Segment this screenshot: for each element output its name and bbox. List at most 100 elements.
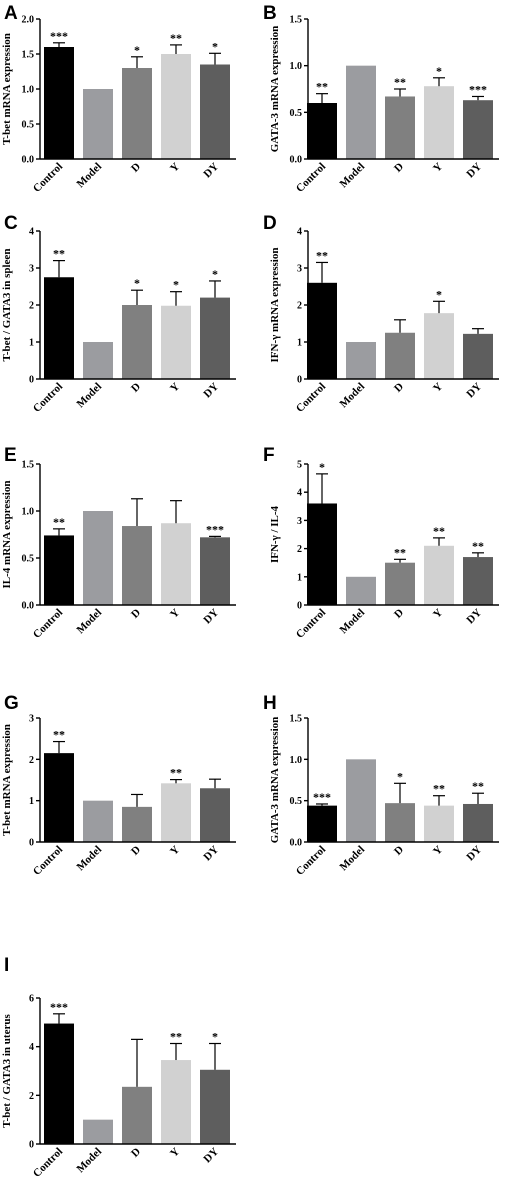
panel-a-bar-dy <box>200 64 230 159</box>
panel-h-chart: H GATA-3 mRNA expression 0.00.51.01.5***C… <box>263 693 499 878</box>
panel-label-e: E <box>4 445 17 466</box>
panel-c-y-axis-label: T-bet / GATA3 in spleen <box>1 249 13 362</box>
panel-h-y-tick-label: 0.0 <box>290 838 303 849</box>
panel-c-y-tick-label: 3 <box>29 264 34 275</box>
panel-h-significance-y: ** <box>433 782 445 796</box>
panel-i-y-tick-label: 2 <box>29 1091 34 1102</box>
panel-i-y-tick-label: 4 <box>29 1042 34 1053</box>
panel-e-bar-d <box>122 526 152 605</box>
panel-b-y-tick-label: 0.5 <box>290 108 303 119</box>
panel-a-significance-y: ** <box>170 31 182 45</box>
panel-e-y-tick-label: 0.0 <box>22 601 35 612</box>
panel-c-y-tick-label: 2 <box>29 301 34 312</box>
panel-f-category-label-control: Control <box>294 607 328 641</box>
panel-g-bar-model <box>83 800 113 842</box>
panel-i-category-label-d: D <box>129 1146 143 1160</box>
panel-f-y-tick-label: 0 <box>297 601 302 612</box>
panel-b-y-tick-label: 1.5 <box>290 15 303 26</box>
panel-a-significance-d: * <box>134 43 140 57</box>
panel-i-bar-control <box>44 1023 74 1144</box>
panel-c-bar-control <box>44 277 74 379</box>
panel-i-category-label-model: Model <box>74 1146 104 1176</box>
panel-g-bar-y <box>161 783 191 842</box>
panel-b-significance-dy: *** <box>469 82 487 96</box>
panel-b-category-label-d: D <box>392 161 406 175</box>
panel-f-bar-model <box>346 576 376 605</box>
panel-e-category-label-model: Model <box>74 607 104 637</box>
panel-f-significance-control: * <box>319 460 325 474</box>
panel-i-category-label-control: Control <box>31 1146 65 1180</box>
panel-d-bar-control <box>307 282 337 379</box>
panel-label-b: B <box>263 3 277 24</box>
panel-e-bar-dy <box>200 537 230 605</box>
panel-b-y-tick-label: 1.0 <box>290 61 303 72</box>
panel-f-significance-dy: ** <box>472 539 484 553</box>
panel-h-category-label-model: Model <box>337 844 367 874</box>
panel-e-category-label-y: Y <box>168 607 182 621</box>
panel-h-y-tick-label: 0.5 <box>290 796 303 807</box>
panel-f-bar-d <box>385 562 415 605</box>
panel-d-significance-control: ** <box>316 248 328 262</box>
panel-a-category-label-y: Y <box>168 161 182 175</box>
panel-h-bar-dy <box>463 803 493 842</box>
panel-f-category-label-d: D <box>392 607 406 621</box>
panel-g-significance-control: ** <box>53 728 65 742</box>
panel-a-chart: A T-bet mRNA expression0.00.51.01.52.0**… <box>1 3 236 195</box>
panel-b-category-label-model: Model <box>337 161 367 191</box>
panel-g-category-label-model: Model <box>74 844 104 874</box>
panel-a-y-tick-label: 0.0 <box>22 155 35 166</box>
panel-h-significance-dy: ** <box>472 779 484 793</box>
panel-h: H GATA-3 mRNA expression 0.0 0.5 1.0 1.5 *** C… <box>263 690 526 910</box>
panel-h-category-label-control: Control <box>294 844 328 878</box>
panel-c-category-label-d: D <box>129 381 143 395</box>
panel-a-y-tick-label: 2.0 <box>22 15 35 26</box>
panel-c-significance-control: ** <box>53 247 65 261</box>
panel-g-chart: G T-bet mRNA expression 0 1 2 3 ** Control Mode… <box>1 693 236 878</box>
panel-d-y-tick-label: 4 <box>297 227 302 238</box>
panel-b-bar-d <box>385 96 415 159</box>
panel-e-y-tick-label: 0.5 <box>22 554 35 565</box>
panel-a-category-label-model: Model <box>74 161 104 191</box>
panel-a-bar-d <box>122 68 152 159</box>
panel-a-category-label-d: D <box>129 161 143 175</box>
panel-c-category-label-y: Y <box>168 381 182 395</box>
panel-i-y-tick-label: 6 <box>29 994 34 1005</box>
panel-f-category-label-y: Y <box>431 607 445 621</box>
panel-c-bar-model <box>83 342 113 379</box>
panel-label-i: I <box>4 955 9 976</box>
panel-e-chart: E IL-4 mRNA expression 0.0 0.5 1.0 1.5 ** Cont… <box>1 445 236 641</box>
panel-a: A T-bet mRNA expression 0.0 0.5 1.0 1.5 2.0 **… <box>0 0 263 220</box>
panel-d-y-tick-label: 0 <box>297 375 302 386</box>
panel-d-bar-dy <box>463 333 493 379</box>
panel-d-y-tick-label: 1 <box>297 338 302 349</box>
panel-f-significance-y: ** <box>433 524 445 538</box>
panel-g: G T-bet mRNA expression 0 1 2 3 ** Control Mode… <box>0 690 263 910</box>
panel-c: C T-bet / GATA3 in spleen 0 1 2 3 4 ** Control M… <box>0 210 263 430</box>
panel-f-y-axis-label: IFN-γ / IL-4 <box>269 505 281 563</box>
panel-f-y-tick-label: 4 <box>297 488 302 499</box>
panel-f-bar-y <box>424 545 454 605</box>
panel-i: I T-bet / GATA3 in uterus 0 2 4 6 *** Control M… <box>0 952 263 1180</box>
panel-i-bar-dy <box>200 1069 230 1144</box>
panel-g-y-tick-label: 3 <box>29 714 34 725</box>
panel-g-category-label-control: Control <box>31 844 65 878</box>
panel-b: B GATA-3 mRNA expression 0.0 0.5 1.0 1.5 ** Co… <box>263 0 526 220</box>
panel-i-significance-control: *** <box>50 1000 68 1014</box>
panel-a-y-tick-label: 1.0 <box>22 85 35 96</box>
panel-c-y-tick-label: 4 <box>29 227 34 238</box>
panel-label-h: H <box>263 693 277 714</box>
panel-d-chart: D IFN-γ mRNA expression 0 1 2 3 4 ** Control Mod… <box>263 213 499 415</box>
panel-g-category-label-d: D <box>129 844 143 858</box>
panel-h-category-label-d: D <box>392 844 406 858</box>
panel-c-y-tick-label: 1 <box>29 338 34 349</box>
panel-a-category-label-control: Control <box>31 161 65 195</box>
panel-c-significance-y: * <box>173 278 179 292</box>
panel-h-category-label-dy: DY <box>464 844 484 864</box>
panel-g-y-axis-label: T-bet mRNA expression <box>1 724 13 836</box>
panel-f-y-tick-label: 5 <box>297 460 302 471</box>
panel-i-significance-y: ** <box>170 1030 182 1044</box>
panel-c-bar-y <box>161 305 191 379</box>
panel-d-bar-y <box>424 313 454 379</box>
